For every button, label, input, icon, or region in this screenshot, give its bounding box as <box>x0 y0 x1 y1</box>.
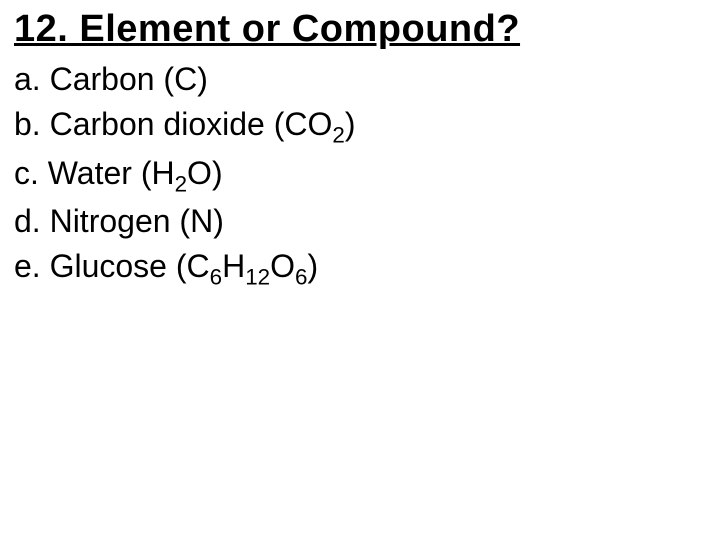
item-formula: (H2O) <box>141 155 223 191</box>
worksheet-page: 12. Element or Compound? a. Carbon (C)b.… <box>0 0 720 301</box>
list-item: c. Water (H2O) <box>14 151 706 200</box>
subscript: 6 <box>295 264 307 289</box>
item-letter: a. <box>14 61 41 97</box>
item-formula: (C6H12O6) <box>176 248 318 284</box>
item-letter: b. <box>14 106 41 142</box>
item-list: a. Carbon (C)b. Carbon dioxide (CO2)c. W… <box>14 57 706 293</box>
subscript: 2 <box>332 122 344 147</box>
item-formula: (C) <box>163 61 207 97</box>
item-name: Glucose <box>50 248 167 284</box>
item-formula: (CO2) <box>274 106 356 142</box>
list-item: e. Glucose (C6H12O6) <box>14 244 706 293</box>
item-name: Nitrogen <box>50 203 171 239</box>
subscript: 6 <box>210 264 222 289</box>
item-formula: (N) <box>179 203 223 239</box>
list-item: d. Nitrogen (N) <box>14 199 706 244</box>
item-letter: c. <box>14 155 39 191</box>
subscript: 2 <box>175 171 187 196</box>
item-name: Carbon dioxide <box>50 106 265 142</box>
item-letter: e. <box>14 248 41 284</box>
item-letter: d. <box>14 203 41 239</box>
subscript: 12 <box>245 264 270 289</box>
list-item: b. Carbon dioxide (CO2) <box>14 102 706 151</box>
item-name: Carbon <box>50 61 155 97</box>
item-name: Water <box>48 155 132 191</box>
question-title: 12. Element or Compound? <box>14 8 706 51</box>
list-item: a. Carbon (C) <box>14 57 706 102</box>
